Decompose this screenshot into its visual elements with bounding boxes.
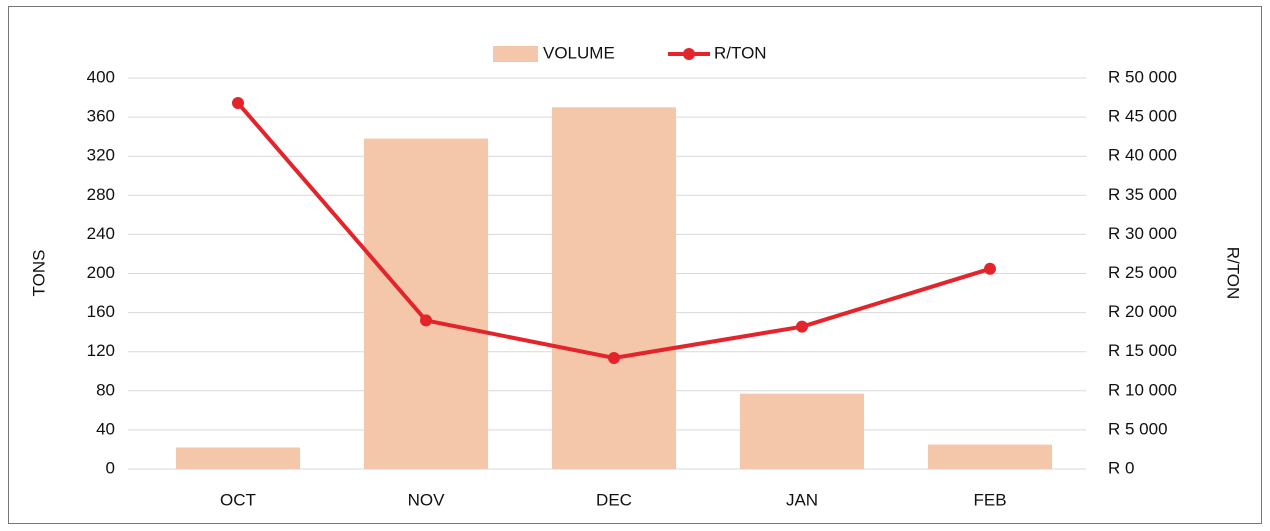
y-tick-label: 120: [87, 341, 115, 360]
y-tick-label: 360: [87, 107, 115, 126]
x-tick-label: NOV: [408, 490, 446, 509]
y-tick-label: 400: [87, 67, 115, 86]
y-tick-label: 160: [87, 302, 115, 321]
y-tick-label: 280: [87, 185, 115, 204]
bar: [551, 107, 677, 469]
legend-label: VOLUME: [543, 43, 615, 62]
x-tick-label: DEC: [596, 490, 632, 509]
y-tick-label: 40: [96, 419, 115, 438]
bar: [739, 393, 865, 469]
bar: [927, 444, 1053, 469]
y2-tick-label: R 25 000: [1108, 263, 1177, 282]
bar: [363, 138, 489, 470]
bar: [175, 447, 301, 469]
y-tick-label: 80: [96, 380, 115, 399]
x-tick-label: JAN: [786, 490, 818, 509]
y-tick-label: 320: [87, 146, 115, 165]
y-axis-label: TONS: [29, 250, 48, 297]
line-marker: [796, 320, 808, 333]
legend-marker: [683, 48, 695, 60]
y2-tick-label: R 5 000: [1108, 419, 1168, 438]
y2-tick-label: R 50 000: [1108, 67, 1177, 86]
y2-tick-label: R 40 000: [1108, 146, 1177, 165]
y2-tick-label: R 45 000: [1108, 107, 1177, 126]
line-marker: [608, 351, 620, 364]
line-marker: [232, 97, 244, 110]
line-marker: [984, 262, 996, 275]
x-tick-label: FEB: [973, 490, 1006, 509]
y2-tick-label: R 20 000: [1108, 302, 1177, 321]
legend-label: R/TON: [714, 43, 767, 62]
y2-tick-label: R 0: [1108, 458, 1134, 477]
legend-swatch: [493, 46, 538, 62]
y-tick-label: 0: [106, 458, 115, 477]
y-tick-label: 200: [87, 263, 115, 282]
y2-tick-label: R 30 000: [1108, 224, 1177, 243]
y2-axis-label: R/TON: [1224, 247, 1243, 300]
y2-tick-label: R 15 000: [1108, 341, 1177, 360]
y-tick-label: 240: [87, 224, 115, 243]
line-marker: [420, 314, 432, 327]
y2-tick-label: R 10 000: [1108, 380, 1177, 399]
x-tick-label: OCT: [220, 490, 256, 509]
y2-tick-label: R 35 000: [1108, 185, 1177, 204]
